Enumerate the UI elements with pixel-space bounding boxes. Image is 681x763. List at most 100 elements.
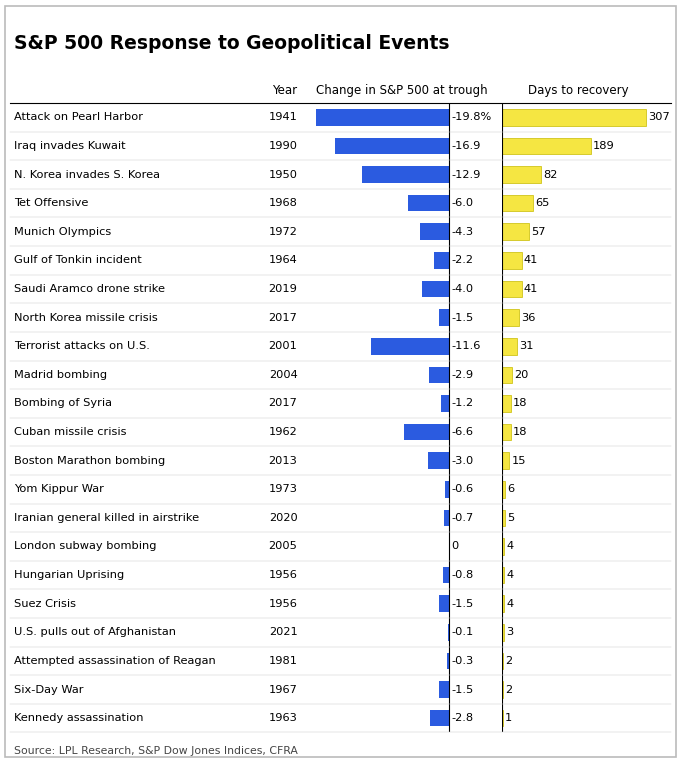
Text: -0.6: -0.6 xyxy=(451,485,473,494)
Text: -2.2: -2.2 xyxy=(451,256,473,266)
Text: Attempted assassination of Reagan: Attempted assassination of Reagan xyxy=(14,656,215,666)
Bar xyxy=(503,309,519,326)
Text: Tet Offensive: Tet Offensive xyxy=(14,198,88,208)
Text: Cuban missile crisis: Cuban missile crisis xyxy=(14,427,126,437)
Text: 20: 20 xyxy=(514,370,528,380)
Bar xyxy=(444,510,449,526)
Text: 1950: 1950 xyxy=(268,169,298,179)
Text: 65: 65 xyxy=(535,198,550,208)
Text: -2.8: -2.8 xyxy=(451,713,473,723)
Bar xyxy=(422,281,449,298)
Bar xyxy=(503,366,511,383)
Text: 2005: 2005 xyxy=(268,542,298,552)
Text: Year: Year xyxy=(272,84,298,97)
Text: Six-Day War: Six-Day War xyxy=(14,684,83,694)
Bar xyxy=(503,624,504,641)
Text: 307: 307 xyxy=(648,112,670,122)
Text: 2013: 2013 xyxy=(268,456,298,465)
Text: 4: 4 xyxy=(507,542,513,552)
Text: 1941: 1941 xyxy=(268,112,298,122)
Text: Hungarian Uprising: Hungarian Uprising xyxy=(14,570,124,580)
Bar xyxy=(503,137,591,154)
Text: 1956: 1956 xyxy=(268,599,298,609)
Text: 3: 3 xyxy=(506,627,513,637)
Bar xyxy=(370,338,449,355)
Text: N. Korea invades S. Korea: N. Korea invades S. Korea xyxy=(14,169,159,179)
Text: -3.0: -3.0 xyxy=(451,456,473,465)
Text: 1968: 1968 xyxy=(268,198,298,208)
Text: Iranian general killed in airstrike: Iranian general killed in airstrike xyxy=(14,513,199,523)
Bar xyxy=(447,652,449,669)
Text: 1990: 1990 xyxy=(268,141,298,151)
Text: 1981: 1981 xyxy=(268,656,298,666)
Text: -4.3: -4.3 xyxy=(451,227,473,237)
Text: 2021: 2021 xyxy=(269,627,298,637)
Text: 2017: 2017 xyxy=(268,313,298,323)
Text: -0.1: -0.1 xyxy=(451,627,473,637)
Text: -1.5: -1.5 xyxy=(451,313,473,323)
Text: 2020: 2020 xyxy=(269,513,298,523)
Text: 2017: 2017 xyxy=(268,398,298,408)
Text: Munich Olympics: Munich Olympics xyxy=(14,227,111,237)
Text: -0.7: -0.7 xyxy=(451,513,473,523)
Bar xyxy=(503,595,504,612)
Bar xyxy=(503,452,509,469)
Text: 4: 4 xyxy=(507,570,513,580)
Text: -4.0: -4.0 xyxy=(451,284,473,294)
Text: 5: 5 xyxy=(507,513,514,523)
Bar xyxy=(429,366,449,383)
Bar xyxy=(428,452,449,469)
Bar xyxy=(441,395,449,412)
Text: 1: 1 xyxy=(505,713,512,723)
Text: 0: 0 xyxy=(451,542,458,552)
Bar xyxy=(503,252,522,269)
Text: Iraq invades Kuwait: Iraq invades Kuwait xyxy=(14,141,125,151)
Text: 6: 6 xyxy=(507,485,515,494)
Text: U.S. pulls out of Afghanistan: U.S. pulls out of Afghanistan xyxy=(14,627,176,637)
Text: Madrid bombing: Madrid bombing xyxy=(14,370,107,380)
Bar xyxy=(445,481,449,497)
Text: -1.2: -1.2 xyxy=(451,398,473,408)
Text: Attack on Pearl Harbor: Attack on Pearl Harbor xyxy=(14,112,142,122)
Text: 18: 18 xyxy=(513,398,528,408)
Text: -6.0: -6.0 xyxy=(451,198,473,208)
Bar xyxy=(503,166,541,183)
Bar xyxy=(503,281,522,298)
Bar xyxy=(405,423,449,440)
Bar xyxy=(315,109,449,126)
Text: 15: 15 xyxy=(511,456,526,465)
Text: Bombing of Syria: Bombing of Syria xyxy=(14,398,112,408)
Bar xyxy=(503,481,505,497)
Bar xyxy=(439,595,449,612)
Text: -0.8: -0.8 xyxy=(451,570,473,580)
Text: 1956: 1956 xyxy=(268,570,298,580)
Bar xyxy=(503,423,511,440)
Bar xyxy=(503,224,529,240)
Text: 1962: 1962 xyxy=(269,427,298,437)
Text: 18: 18 xyxy=(513,427,528,437)
Text: 4: 4 xyxy=(507,599,513,609)
Bar xyxy=(503,567,504,584)
Text: 31: 31 xyxy=(519,341,534,351)
Text: 2: 2 xyxy=(505,656,513,666)
Text: 41: 41 xyxy=(524,256,538,266)
Bar xyxy=(335,137,449,154)
Bar xyxy=(419,224,449,240)
Text: Terrorist attacks on U.S.: Terrorist attacks on U.S. xyxy=(14,341,150,351)
Text: 1964: 1964 xyxy=(269,256,298,266)
Text: Yom Kippur War: Yom Kippur War xyxy=(14,485,104,494)
Bar xyxy=(439,681,449,698)
Text: Boston Marathon bombing: Boston Marathon bombing xyxy=(14,456,165,465)
Text: Saudi Aramco drone strike: Saudi Aramco drone strike xyxy=(14,284,165,294)
Text: Kennedy assassination: Kennedy assassination xyxy=(14,713,143,723)
Text: -12.9: -12.9 xyxy=(451,169,480,179)
Text: 1972: 1972 xyxy=(268,227,298,237)
Bar xyxy=(430,710,449,726)
Text: S&P 500 Response to Geopolitical Events: S&P 500 Response to Geopolitical Events xyxy=(14,34,449,53)
Text: -11.6: -11.6 xyxy=(451,341,480,351)
Bar xyxy=(434,252,449,269)
Text: -1.5: -1.5 xyxy=(451,599,473,609)
Text: -2.9: -2.9 xyxy=(451,370,473,380)
Text: 1967: 1967 xyxy=(268,684,298,694)
Text: 1973: 1973 xyxy=(268,485,298,494)
